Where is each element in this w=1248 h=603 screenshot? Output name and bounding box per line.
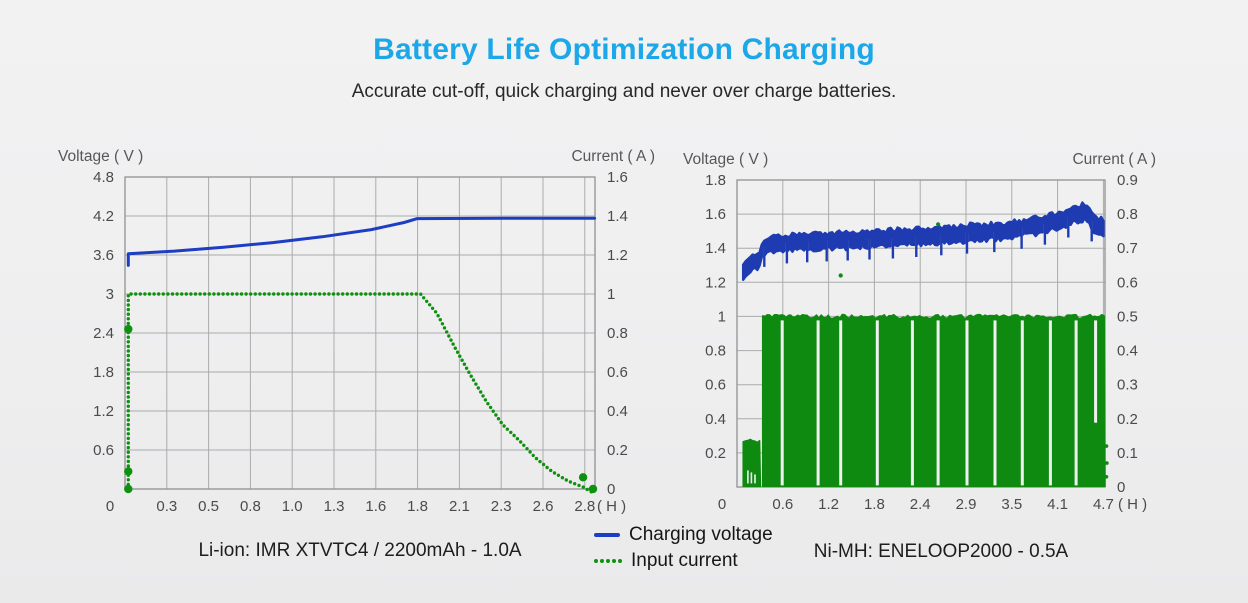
svg-text:0.3: 0.3: [1117, 377, 1138, 394]
svg-text:1.4: 1.4: [607, 208, 628, 225]
svg-text:3: 3: [106, 286, 114, 303]
svg-text:2.4: 2.4: [93, 325, 114, 342]
svg-text:Current ( A ): Current ( A ): [571, 148, 655, 165]
svg-text:1.8: 1.8: [407, 498, 428, 515]
svg-text:0.5: 0.5: [198, 498, 219, 515]
svg-text:0.6: 0.6: [93, 442, 114, 459]
svg-text:0.6: 0.6: [705, 377, 726, 394]
input-current-dots-swatch-icon: [594, 558, 622, 563]
svg-text:0.2: 0.2: [705, 445, 726, 462]
svg-text:( H ): ( H ): [597, 498, 626, 515]
legend-label-input-current: Input current: [631, 549, 738, 571]
svg-text:1.8: 1.8: [93, 364, 114, 381]
svg-text:4.8: 4.8: [93, 169, 114, 186]
svg-text:2.1: 2.1: [449, 498, 470, 515]
svg-text:0.6: 0.6: [1117, 274, 1138, 291]
svg-text:1.6: 1.6: [607, 169, 628, 186]
svg-text:0.8: 0.8: [1117, 206, 1138, 223]
svg-text:0.8: 0.8: [607, 325, 628, 342]
svg-text:3.6: 3.6: [93, 247, 114, 264]
svg-text:1.4: 1.4: [705, 240, 726, 257]
svg-text:0.2: 0.2: [607, 442, 628, 459]
svg-text:Current ( A ): Current ( A ): [1072, 151, 1156, 168]
svg-text:0.3: 0.3: [156, 498, 177, 515]
chart-legend: Charging voltage Input current: [594, 522, 773, 573]
svg-text:1: 1: [718, 308, 726, 325]
svg-text:0.4: 0.4: [607, 403, 628, 420]
svg-text:4.2: 4.2: [93, 208, 114, 225]
svg-text:0: 0: [106, 498, 114, 515]
svg-text:2.9: 2.9: [956, 496, 977, 513]
svg-text:1.8: 1.8: [864, 496, 885, 513]
legend-item-input-current: Input current: [594, 548, 773, 573]
svg-text:0.9: 0.9: [1117, 172, 1138, 189]
svg-text:1.0: 1.0: [282, 498, 303, 515]
svg-text:3.5: 3.5: [1001, 496, 1022, 513]
svg-text:0.7: 0.7: [1117, 240, 1138, 257]
svg-text:2.8: 2.8: [574, 498, 595, 515]
svg-text:0.6: 0.6: [772, 496, 793, 513]
svg-text:0.5: 0.5: [1117, 308, 1138, 325]
svg-text:2.4: 2.4: [910, 496, 931, 513]
nimh-voltage-current-chart: 0 0.6 1.2 1.8 2.4 2.9 3.5 4.1 4.7( H ) 1.8 1.6 1.4 1…: [683, 151, 1156, 513]
svg-text:1.2: 1.2: [607, 247, 628, 264]
svg-text:0: 0: [718, 496, 726, 513]
svg-text:1.8: 1.8: [705, 172, 726, 189]
nimh-chart-caption: Ni-MH: ENELOOP2000 - 0.5A: [813, 541, 1069, 562]
charging-voltage-line-swatch-icon: [594, 532, 620, 537]
svg-text:0.4: 0.4: [1117, 343, 1138, 360]
svg-text:2.6: 2.6: [533, 498, 554, 515]
liion-voltage-current-chart: 0 0.3 0.5 0.8 1.0 1.3 1.6 1.8 2.1 2.3 2.6 2.8( H ) 4…: [58, 148, 655, 515]
svg-text:0.1: 0.1: [1117, 445, 1138, 462]
svg-text:0.4: 0.4: [705, 411, 726, 428]
svg-text:0.8: 0.8: [705, 343, 726, 360]
svg-text:1.2: 1.2: [818, 496, 839, 513]
legend-label-charging-voltage: Charging voltage: [629, 523, 773, 545]
page-subtitle: Accurate cut-off, quick charging and nev…: [351, 81, 897, 102]
svg-text:1.6: 1.6: [365, 498, 386, 515]
svg-text:1.2: 1.2: [705, 274, 726, 291]
svg-text:Voltage ( V ): Voltage ( V ): [683, 151, 768, 168]
liion-chart-caption: Li-ion: IMR XTVTC4 / 2200mAh - 1.0A: [198, 540, 522, 561]
svg-text:0: 0: [1117, 479, 1125, 496]
svg-text:0.6: 0.6: [607, 364, 628, 381]
svg-text:0: 0: [607, 481, 615, 498]
svg-text:1.2: 1.2: [93, 403, 114, 420]
svg-text:4.1: 4.1: [1047, 496, 1068, 513]
page-title: Battery Life Optimization Charging: [373, 33, 875, 66]
svg-text:0.2: 0.2: [1117, 411, 1138, 428]
svg-text:2.3: 2.3: [491, 498, 512, 515]
svg-text:1.3: 1.3: [324, 498, 345, 515]
svg-text:0.8: 0.8: [240, 498, 261, 515]
svg-text:4.7: 4.7: [1093, 496, 1114, 513]
legend-item-charging-voltage: Charging voltage: [594, 522, 773, 547]
svg-text:1: 1: [607, 286, 615, 303]
svg-text:1.6: 1.6: [705, 206, 726, 223]
svg-text:Voltage ( V ): Voltage ( V ): [58, 148, 143, 165]
svg-text:( H ): ( H ): [1118, 496, 1147, 513]
